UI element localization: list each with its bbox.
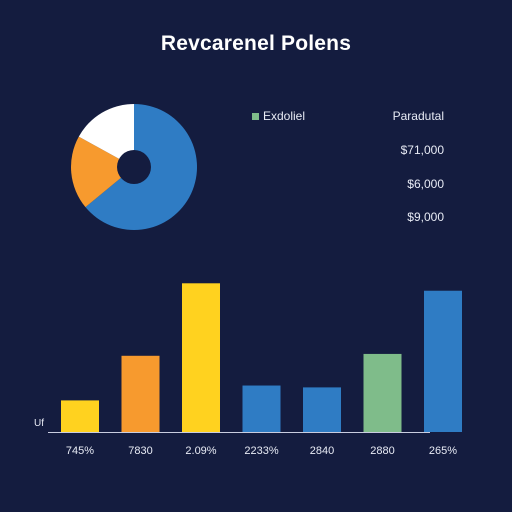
bar-3 — [182, 283, 220, 432]
y-axis-label: Uf — [34, 418, 44, 429]
x-tick-label-7: 265% — [429, 445, 457, 457]
legend-label: Exdoliel — [263, 109, 306, 123]
bar-6 — [363, 353, 402, 432]
x-tick-label-3: 2.09% — [185, 445, 216, 457]
x-tick-label-1: 745% — [66, 445, 94, 457]
x-tick-label-4: 2233% — [244, 445, 278, 457]
pie-slice-2 — [71, 136, 134, 208]
x-tick-label-5: 2840 — [310, 445, 334, 457]
chart-title: Revcarenel Polens — [160, 32, 352, 55]
bar-2 — [121, 355, 160, 432]
donut-hole — [117, 150, 151, 184]
x-tick-label-6: 2880 — [370, 445, 394, 457]
annotation-value-2: $6,000 — [407, 177, 444, 191]
bar-5 — [303, 387, 341, 432]
legend-swatch — [252, 112, 259, 120]
x-tick-label-2: 7830 — [128, 445, 152, 457]
pie-slice-3 — [78, 104, 134, 167]
annotation-header: Paradutal — [392, 109, 444, 123]
legend: Exdoliel — [252, 109, 305, 123]
annotation-value-1: $71,000 — [400, 143, 444, 157]
bar-1 — [61, 400, 99, 432]
annotation-value-3: $9,000 — [407, 210, 444, 224]
bar-7 — [424, 290, 462, 432]
bar-4 — [242, 385, 281, 432]
